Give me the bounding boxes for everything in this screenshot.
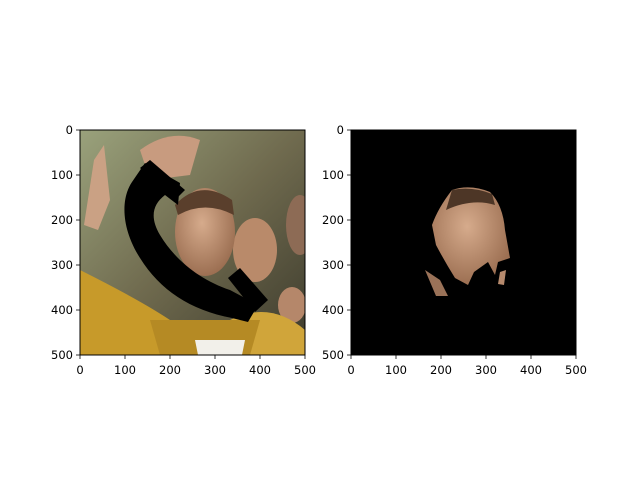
left-ytick-label-1: 100 [51,168,73,182]
right-ytick-label-0: 0 [337,123,344,137]
left-xtick-label-1: 100 [114,363,136,377]
left-ytick-label-2: 200 [51,213,73,227]
right-ytick-label-1: 100 [322,168,344,182]
left-ytick-label-0: 0 [66,123,73,137]
right-xtick-label-4: 400 [520,363,542,377]
right-xtick-label-5: 500 [565,363,587,377]
right-ytick-label-4: 400 [322,303,344,317]
right-xtick-label-0: 0 [347,363,354,377]
right-xtick-label-3: 300 [475,363,497,377]
left-xtick-label-5: 500 [294,363,316,377]
right-ytick-label-2: 200 [322,213,344,227]
left-xtick-label-4: 400 [249,363,271,377]
segmented-face-mask [351,130,576,355]
right-xtick-label-2: 200 [430,363,452,377]
left-xtick-label-0: 0 [76,363,83,377]
occluded-face-photo [80,130,305,355]
left-xtick-label-2: 200 [159,363,181,377]
left-ytick-label-4: 400 [51,303,73,317]
right-ytick-label-3: 300 [322,258,344,272]
left-ytick-label-3: 300 [51,258,73,272]
right-ytick-label-5: 500 [322,348,344,362]
left-ytick-label-5: 500 [51,348,73,362]
right-xtick-label-1: 100 [385,363,407,377]
left-xtick-label-3: 300 [204,363,226,377]
